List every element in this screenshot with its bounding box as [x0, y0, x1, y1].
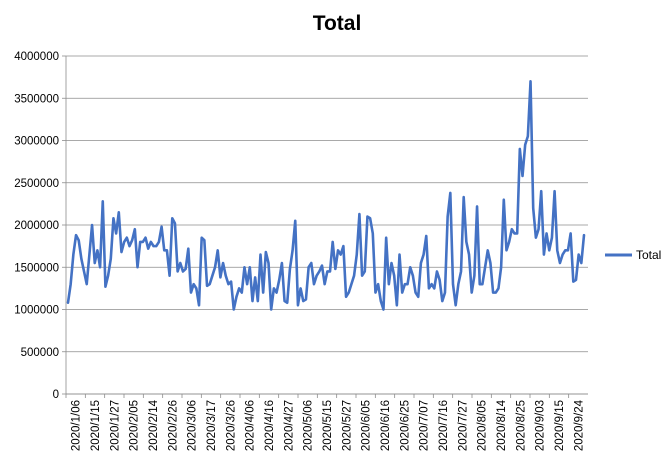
x-tick-label: 2020/4/16 [264, 400, 276, 451]
legend: Total [605, 248, 661, 262]
x-tick-label: 2020/1/15 [90, 400, 102, 451]
x-tick-label: 2020/8/14 [496, 399, 508, 451]
y-tick-label: 2500000 [14, 178, 59, 190]
x-tick-label: 2020/2/14 [148, 399, 160, 451]
y-tick-label: 2000000 [14, 220, 59, 232]
series-line-total [66, 80, 586, 311]
y-tick-label: 1000000 [14, 305, 59, 317]
plot-area [66, 80, 586, 311]
x-tick-label: 2020/7/27 [457, 400, 469, 451]
x-tick-label: 2020/5/15 [322, 400, 334, 451]
x-tick-label: 2020/1/06 [71, 400, 83, 451]
x-tick-label: 2020/8/05 [477, 400, 489, 451]
y-tick-label: 4000000 [14, 51, 59, 63]
x-tick-label: 2020/6/16 [380, 400, 392, 451]
x-tick-label: 2020/9/15 [554, 400, 566, 451]
x-tick-label: 2020/9/03 [535, 400, 547, 451]
x-tick-label: 2020/3/26 [225, 400, 237, 451]
x-axis: 2020/1/06 2020/1/15 2020/1/27 2020/2/05 2020… [65, 393, 588, 451]
x-tick-label: 2020/2/26 [167, 400, 179, 451]
y-tick-label: 0 [53, 389, 59, 401]
x-tick-label: 2020/9/24 [573, 399, 585, 451]
x-tick-label: 2020/2/05 [129, 400, 141, 451]
x-tick-label: 2020/5/27 [341, 400, 353, 451]
y-tick-label: 3500000 [14, 93, 59, 105]
x-tick-label: 2020/4/06 [245, 400, 257, 451]
x-tick-label: 2020/5/06 [303, 400, 315, 451]
y-tick-label: 1500000 [14, 262, 59, 274]
x-tick-label: 2020/7/07 [419, 400, 431, 451]
y-tick-label: 500000 [21, 347, 59, 359]
legend-label-total: Total [636, 248, 661, 262]
x-tick-label: 2020/1/27 [109, 400, 121, 451]
chart-title: Total [313, 12, 362, 35]
x-tick-label: 2020/3/17 [206, 400, 218, 451]
y-tick-label: 3000000 [14, 136, 59, 148]
x-tick-label: 2020/3/06 [187, 400, 199, 451]
x-tick-label: 2020/6/05 [361, 400, 373, 451]
x-tick-label: 2020/4/27 [283, 400, 295, 451]
x-tick-label: 2020/6/25 [399, 400, 411, 451]
gridlines [66, 55, 588, 395]
x-tick-label: 2020/8/25 [515, 400, 527, 451]
x-tick-label: 2020/7/16 [438, 400, 450, 451]
y-axis: 0 500000 1000000 1500000 2000000 2500000 30000… [14, 51, 67, 401]
